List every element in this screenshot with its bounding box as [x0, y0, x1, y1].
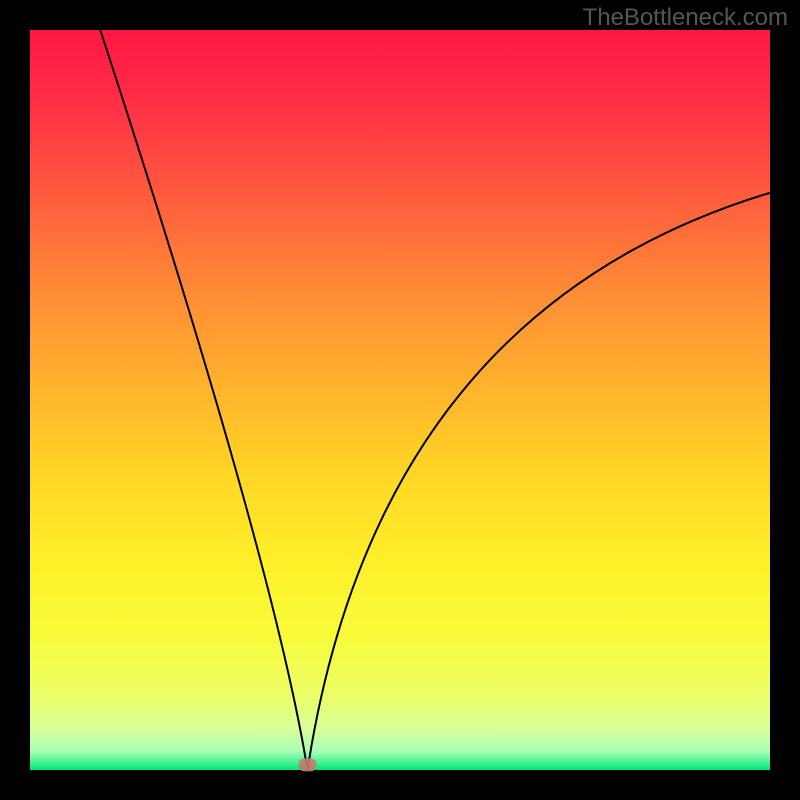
- gradient-background: [30, 30, 770, 770]
- chart-frame: TheBottleneck.com: [0, 0, 800, 800]
- vertex-marker: [299, 758, 317, 771]
- bottleneck-curve-chart: [0, 0, 800, 800]
